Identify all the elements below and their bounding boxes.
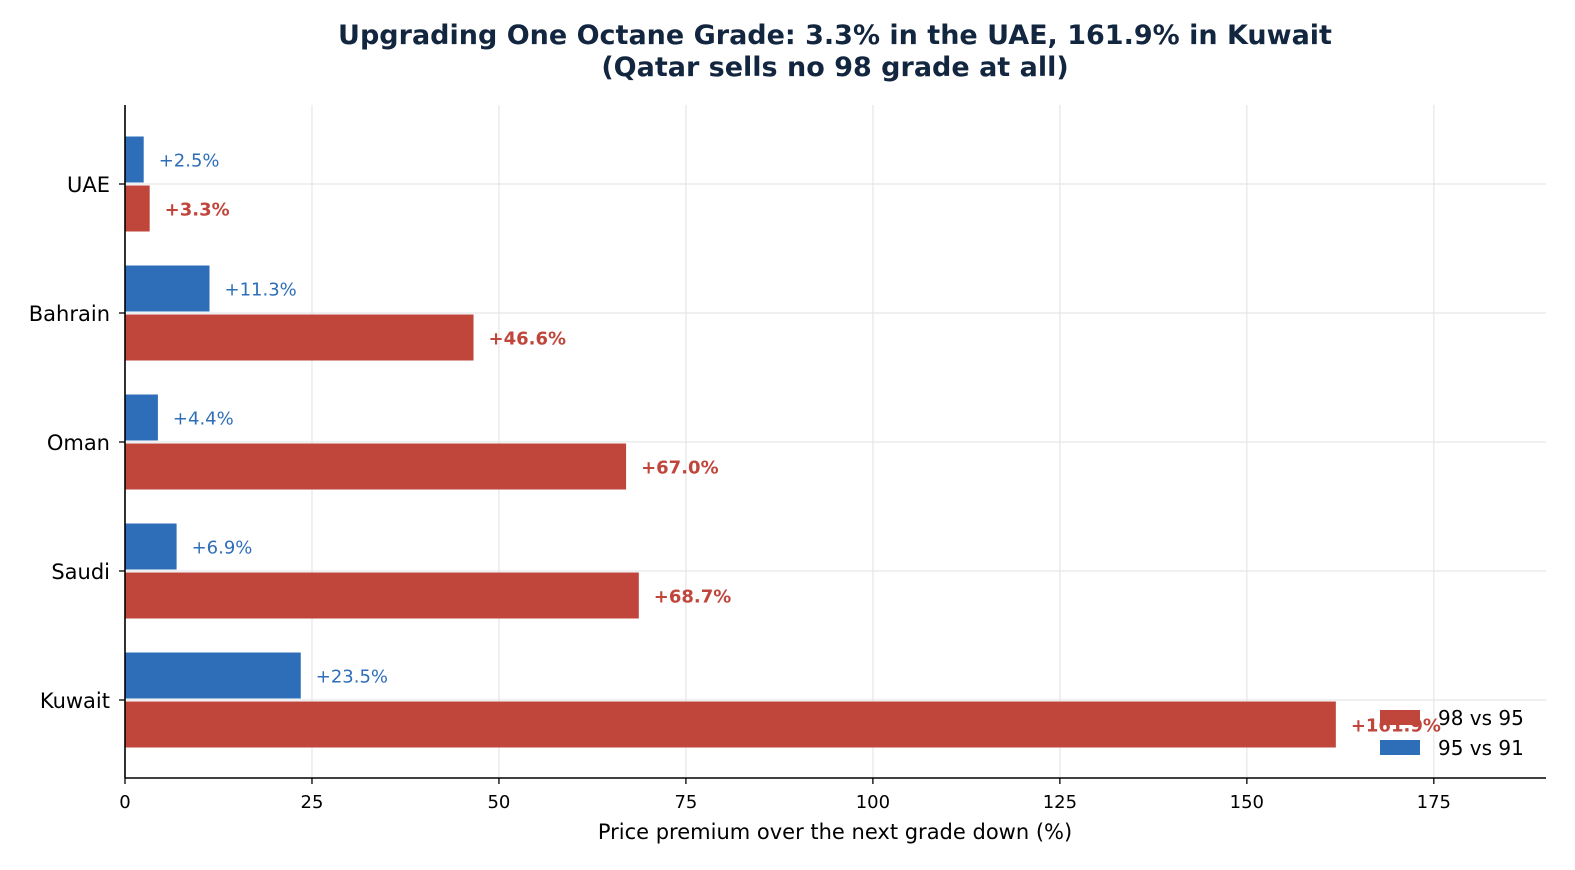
legend-label: 98 vs 95 <box>1438 706 1524 730</box>
y-tick-label: Kuwait <box>40 689 110 713</box>
x-tick-label: 175 <box>1417 792 1451 813</box>
bar-98-vs-95 <box>125 443 627 490</box>
bar-95-vs-91 <box>125 523 177 570</box>
legend-swatch <box>1380 710 1420 725</box>
y-tick-label: UAE <box>67 173 110 197</box>
bar-95-vs-91 <box>125 652 301 699</box>
data-label-95-vs-91: +2.5% <box>159 151 220 172</box>
chart-title: Upgrading One Octane Grade: 3.3% in the … <box>338 20 1332 51</box>
data-label-98-vs-95: +3.3% <box>165 200 230 221</box>
legend-label: 95 vs 91 <box>1438 736 1524 760</box>
data-label-95-vs-91: +4.4% <box>173 409 234 430</box>
grid-layer <box>124 105 1546 778</box>
bar-95-vs-91 <box>125 136 144 183</box>
legend: 98 vs 95 95 vs 91 <box>1380 706 1524 760</box>
x-axis-label: Price premium over the next grade down (… <box>598 820 1072 844</box>
axes-layer: UAE Bahrain Oman Saudi Kuwait 0 25 50 75 100 125 15… <box>29 105 1546 813</box>
y-tick-label: Oman <box>47 431 110 455</box>
data-label-95-vs-91: +6.9% <box>192 538 253 559</box>
data-label-98-vs-95: +67.0% <box>641 458 719 479</box>
bar-98-vs-95 <box>125 314 474 361</box>
bar-95-vs-91 <box>125 265 210 312</box>
bar-98-vs-95 <box>125 572 639 619</box>
y-tick-label: Saudi <box>51 560 110 584</box>
y-tick-label: Bahrain <box>29 302 110 326</box>
x-tick-label: 100 <box>856 792 890 813</box>
data-label-95-vs-91: +11.3% <box>225 280 297 301</box>
data-label-98-vs-95: +46.6% <box>489 329 567 350</box>
x-tick-label: 25 <box>301 792 324 813</box>
chart-subtitle: (Qatar sells no 98 grade at all) <box>601 52 1068 83</box>
bar-95-vs-91 <box>125 394 158 441</box>
bar-98-vs-95 <box>125 701 1336 748</box>
data-label-95-vs-91: +23.5% <box>316 667 388 688</box>
x-tick-label: 125 <box>1043 792 1077 813</box>
x-tick-label: 0 <box>119 792 130 813</box>
x-tick-label: 75 <box>674 792 697 813</box>
legend-swatch <box>1380 740 1420 755</box>
data-label-98-vs-95: +68.7% <box>654 587 732 608</box>
x-tick-label: 50 <box>487 792 510 813</box>
bars-layer <box>125 136 1336 748</box>
bar-98-vs-95 <box>125 185 150 232</box>
x-tick-label: 150 <box>1230 792 1264 813</box>
